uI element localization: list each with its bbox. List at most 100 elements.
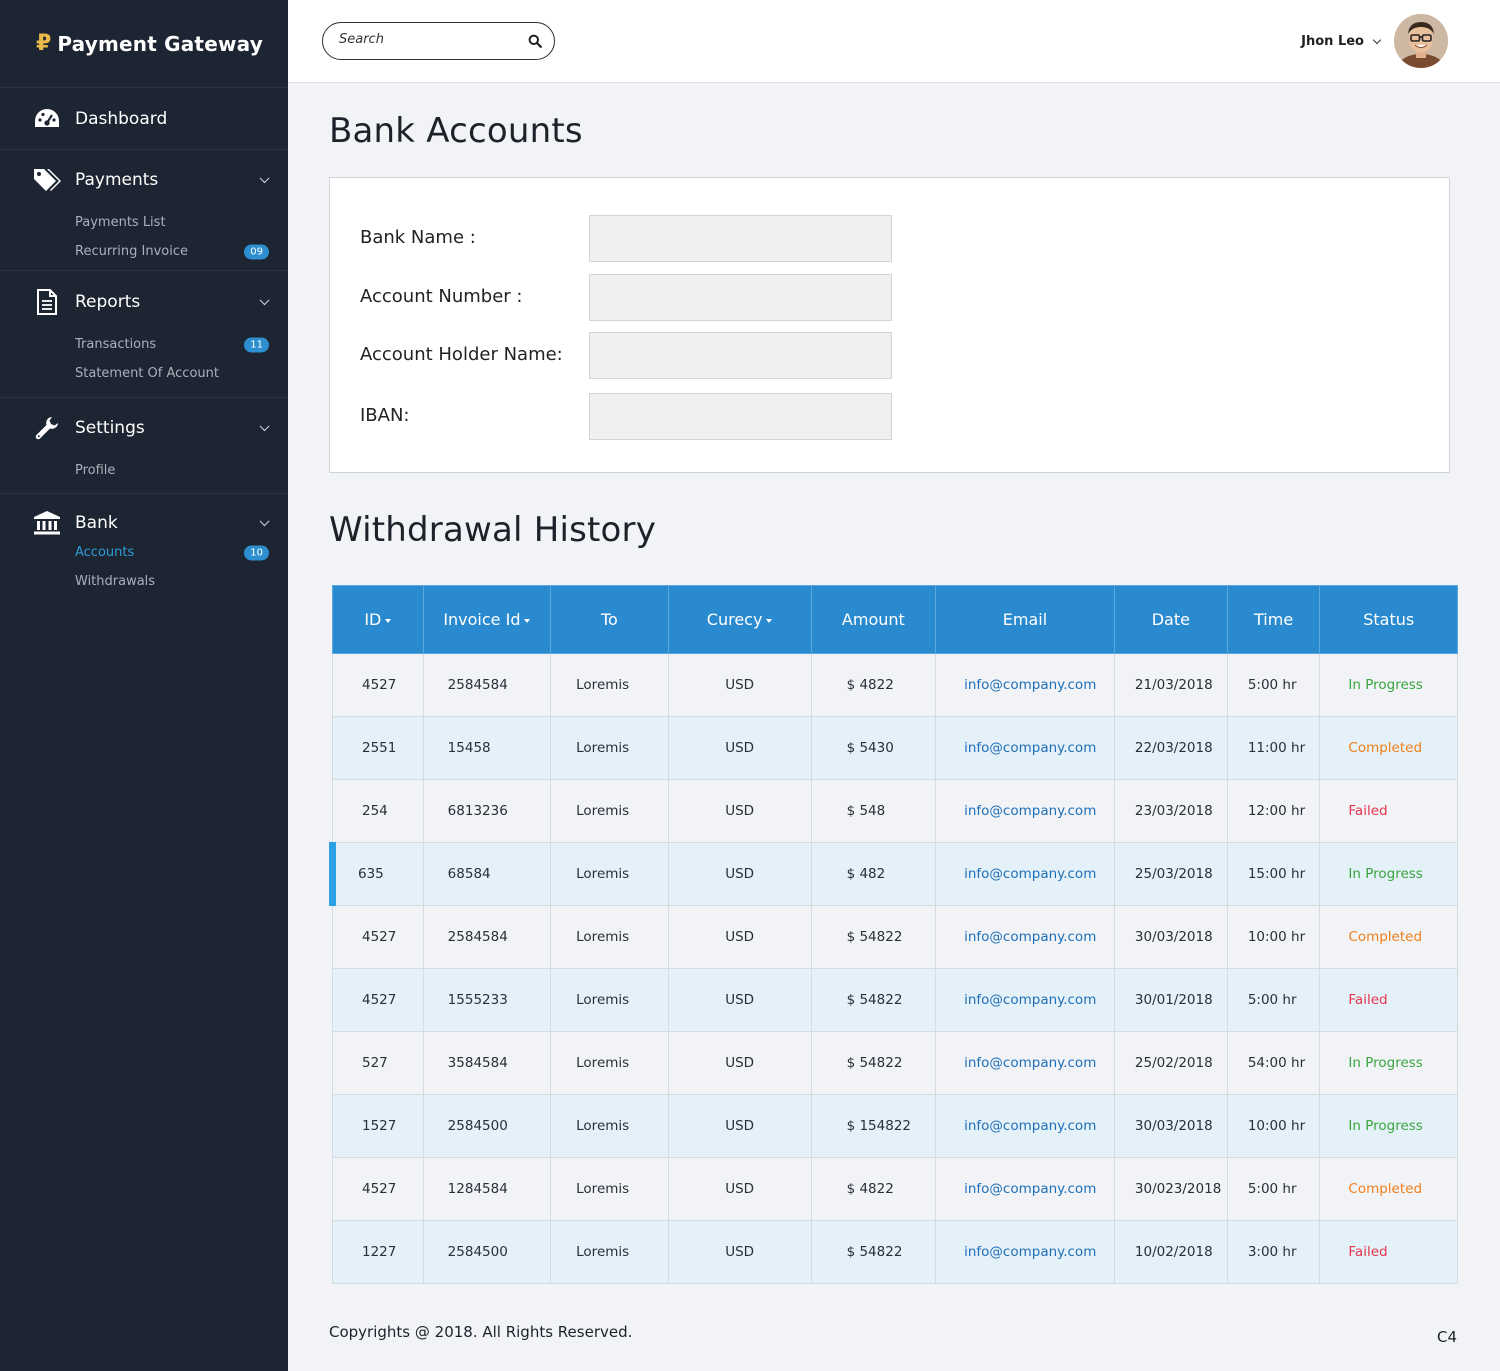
sidebar-item-statement-of-account[interactable]: Statement Of Account [0,359,288,388]
column-header: Date [1113,585,1228,654]
cell-id: 527 [332,1031,424,1095]
cell-time: 5:00 hr [1226,1157,1321,1221]
column-header-label: Date [1151,610,1190,629]
user-menu[interactable]: Jhon Leo [1301,14,1448,68]
table-row[interactable]: 4527 2584584 Loremis USD $ 4822 info@company.… [332,653,1458,717]
cell-status: Completed [1319,1157,1458,1221]
sidebar-label-dashboard: Dashboard [75,109,168,129]
cell-email[interactable]: info@company.com [935,716,1115,780]
bank-name-field[interactable] [589,215,892,262]
cell-email[interactable]: info@company.com [935,653,1115,717]
cell-email[interactable]: info@company.com [935,1220,1115,1284]
sidebar-item-reports[interactable]: Reports [0,274,288,330]
cell-email[interactable]: info@company.com [935,779,1115,843]
cell-date: 30/01/2018 [1113,968,1228,1032]
cell-time: 54:00 hr [1226,1031,1321,1095]
account-number-field[interactable] [589,274,892,321]
table-row[interactable]: 4527 1555233 Loremis USD $ 54822 info@company… [332,968,1458,1032]
sidebar-item-transactions[interactable]: Transactions 11 [0,330,288,359]
cell-id: 1527 [332,1094,424,1158]
bank-name-label: Bank Name : [360,227,476,248]
brand[interactable]: ₽ Payment Gateway [0,0,288,88]
cell-email[interactable]: info@company.com [935,842,1115,906]
cell-time: 11:00 hr [1226,716,1321,780]
cell-to: Loremis [550,1157,669,1221]
column-header[interactable]: ID [332,585,424,654]
cell-amount: $ 54822 [810,1031,937,1095]
table-row[interactable]: 635 68584 Loremis USD $ 482 info@company.com 2… [329,842,1458,906]
section-title: Withdrawal History [329,510,657,550]
cell-status: In Progress [1319,842,1458,906]
cell-amount: $ 54822 [810,905,937,969]
cell-email[interactable]: info@company.com [935,1094,1115,1158]
avatar[interactable] [1394,14,1448,68]
column-header[interactable]: Curecy [667,585,812,654]
form-row-account-number: Account Number : [360,274,900,322]
search-icon[interactable] [528,34,542,48]
table-row[interactable]: 2551 15458 Loremis USD $ 5430 info@company.co… [332,716,1458,780]
cell-date: 10/02/2018 [1113,1220,1228,1284]
sort-caret-icon[interactable] [524,618,531,623]
cell-amount: $ 548 [810,779,937,843]
cell-to: Loremis [550,842,669,906]
iban-field[interactable] [589,393,892,440]
sidebar-item-profile[interactable]: Profile [0,456,288,485]
chevron-down-icon[interactable] [259,295,270,306]
chevron-down-icon[interactable] [259,421,270,432]
table-row[interactable]: 1227 2584500 Loremis USD $ 54822 info@company… [332,1220,1458,1284]
cell-status: Failed [1319,779,1458,843]
table-row[interactable]: 4527 2584584 Loremis USD $ 54822 info@company… [332,905,1458,969]
cell-invoice-id: 1284584 [422,1157,552,1221]
sidebar-label-bank: Bank [75,513,118,533]
cell-currency: USD [667,905,812,969]
form-row-iban: IBAN: [360,393,900,441]
cell-email[interactable]: info@company.com [935,905,1115,969]
cell-email[interactable]: info@company.com [935,1031,1115,1095]
cell-date: 30/023/2018 [1113,1157,1228,1221]
cell-id: 4527 [332,968,424,1032]
sidebar-item-label: Profile [75,463,116,478]
search-input[interactable] [339,32,519,47]
cell-date: 30/03/2018 [1113,905,1228,969]
chevron-down-icon[interactable] [1372,35,1382,44]
table-row[interactable]: 4527 1284584 Loremis USD $ 4822 info@company.… [332,1157,1458,1221]
cell-currency: USD [667,1031,812,1095]
table-row[interactable]: 527 3584584 Loremis USD $ 54822 info@company.… [332,1031,1458,1095]
sidebar-item-bank[interactable]: Bank [0,495,288,551]
column-header[interactable]: Invoice Id [422,585,552,654]
sidebar-item-payments[interactable]: Payments [0,152,288,208]
count-badge: 09 [244,244,269,259]
cell-time: 10:00 hr [1226,905,1321,969]
wrench-icon [32,413,62,443]
column-header-label: Status [1363,610,1415,629]
cell-date: 23/03/2018 [1113,779,1228,843]
sidebar-item-accounts[interactable]: Accounts 10 [0,538,288,567]
table-row[interactable]: 1527 2584500 Loremis USD $ 154822 info@compan… [332,1094,1458,1158]
cell-amount: $ 4822 [810,1157,937,1221]
cell-amount: $ 54822 [810,1220,937,1284]
cell-currency: USD [667,1157,812,1221]
chevron-down-icon[interactable] [259,516,270,527]
sidebar: ₽ Payment Gateway Dashboard Payments Pay… [0,0,288,1371]
sort-caret-icon[interactable] [385,618,392,623]
search-box[interactable] [322,22,555,60]
cell-amount: $ 154822 [810,1094,937,1158]
cell-email[interactable]: info@company.com [935,1157,1115,1221]
cell-to: Loremis [550,1031,669,1095]
cell-invoice-id: 68584 [422,842,552,906]
cell-status: In Progress [1319,1031,1458,1095]
sidebar-item-withdrawals[interactable]: Withdrawals [0,567,288,596]
chevron-down-icon[interactable] [259,173,270,184]
sidebar-item-payments-list[interactable]: Payments List [0,208,288,237]
form-row-holder-name: Account Holder Name: [360,332,900,380]
sidebar-item-recurring-invoice[interactable]: Recurring Invoice 09 [0,237,288,266]
cell-invoice-id: 6813236 [422,779,552,843]
sort-caret-icon[interactable] [766,618,773,623]
holder-name-field[interactable] [589,332,892,379]
cell-email[interactable]: info@company.com [935,968,1115,1032]
sidebar-item-dashboard[interactable]: Dashboard [0,88,288,150]
sidebar-item-settings[interactable]: Settings [0,400,288,456]
cell-id: 254 [332,779,424,843]
nav-section-reports: Reports Transactions 11 Statement Of Acco… [0,274,288,398]
table-row[interactable]: 254 6813236 Loremis USD $ 548 info@company.co… [332,779,1458,843]
